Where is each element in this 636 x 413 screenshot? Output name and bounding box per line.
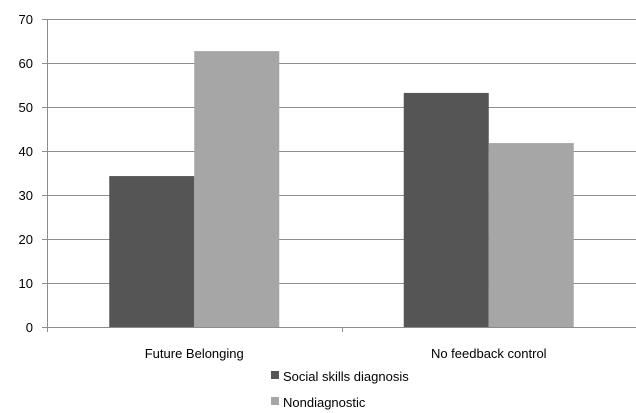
y-tick-label: 10 <box>19 276 33 291</box>
axes <box>42 19 636 332</box>
category-label: Future Belonging <box>145 346 244 361</box>
y-tick-label: 70 <box>19 12 33 27</box>
y-tick-label: 0 <box>26 320 33 335</box>
category-label: No feedback control <box>431 346 547 361</box>
legend: Social skills diagnosis Nondiagnostic <box>271 369 409 410</box>
y-tick-label: 40 <box>19 144 33 159</box>
bar <box>194 51 280 328</box>
legend-label: Nondiagnostic <box>283 395 366 410</box>
y-tick-label: 60 <box>19 56 33 71</box>
y-axis-tick-labels: 0 10 20 30 40 50 60 70 <box>19 12 33 335</box>
bar <box>109 176 195 327</box>
y-tick-label: 20 <box>19 232 33 247</box>
legend-swatch <box>271 371 279 379</box>
legend-swatch <box>271 397 279 405</box>
legend-label: Social skills diagnosis <box>283 369 409 384</box>
bar <box>403 92 489 327</box>
bar <box>488 143 574 327</box>
bars <box>109 51 574 328</box>
category-labels: Future Belonging No feedback control <box>145 346 547 361</box>
y-tick-label: 30 <box>19 188 33 203</box>
y-tick-label: 50 <box>19 100 33 115</box>
